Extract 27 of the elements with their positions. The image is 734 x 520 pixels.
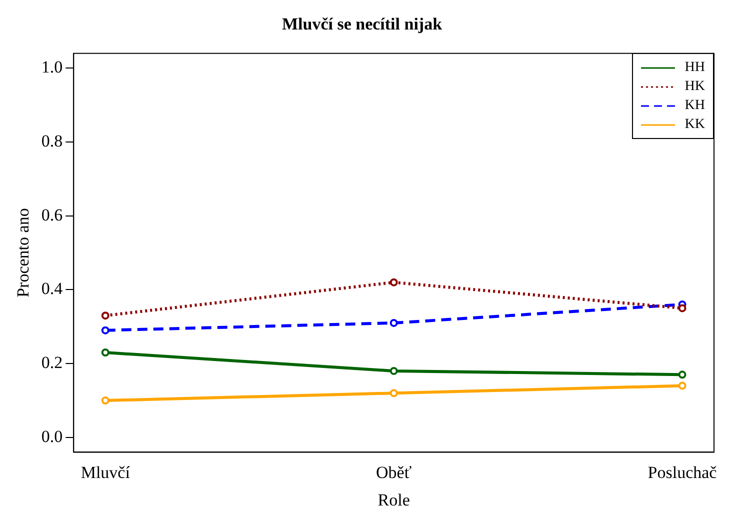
point	[101, 326, 110, 334]
legend-label: KH	[684, 98, 705, 114]
legend-label: HK	[684, 78, 705, 95]
x-tick-label: Posluchač	[648, 462, 718, 482]
y-tick-label: 0.0	[41, 426, 63, 446]
point	[390, 389, 398, 398]
y-tick-label: 0.2	[41, 353, 63, 372]
x-tick-label: Oběť	[376, 462, 412, 482]
point	[390, 318, 398, 327]
point	[101, 312, 110, 320]
point	[101, 396, 110, 405]
point	[678, 370, 686, 379]
point	[678, 304, 686, 312]
y-tick-label: 1.0	[41, 58, 63, 77]
x-axis-title: Role	[378, 490, 410, 510]
chart-title: Mluvčí se necítil nijak	[282, 14, 443, 34]
point	[390, 278, 398, 286]
legend-label: KK	[684, 116, 705, 133]
y-tick-label: 0.8	[41, 131, 63, 150]
legend-label: HH	[684, 60, 705, 76]
y-axis-title: Procento ano	[14, 208, 33, 298]
y-tick-label: 0.6	[41, 205, 63, 224]
point	[678, 382, 686, 390]
y-tick-label: 0.4	[41, 279, 64, 298]
point	[390, 366, 398, 375]
x-tick-label: Mluvčí	[80, 462, 130, 482]
point	[101, 348, 110, 356]
